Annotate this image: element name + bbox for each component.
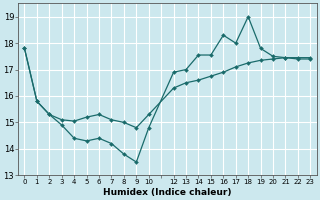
X-axis label: Humidex (Indice chaleur): Humidex (Indice chaleur) — [103, 188, 232, 197]
